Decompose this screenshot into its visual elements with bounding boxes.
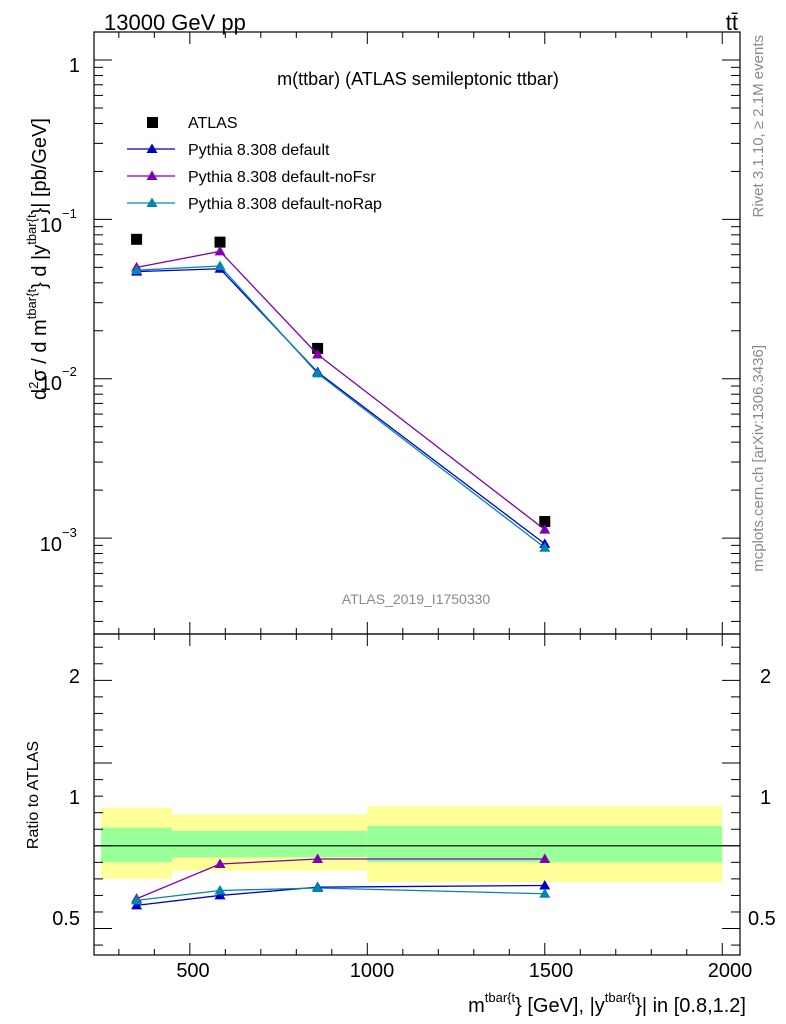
main-series-line-3 xyxy=(136,265,546,549)
main-series-marker-2 xyxy=(312,348,324,359)
ratio-ylabel: Ratio to ATLAS xyxy=(25,741,42,849)
ratio-series-line-1 xyxy=(136,858,545,900)
ratio-ytick-label-2: 2 xyxy=(69,666,80,688)
ratio-series-marker-2 xyxy=(539,888,551,898)
svg-text:10: 10 xyxy=(40,215,62,237)
legend-label-nofsr: Pythia 8.308 default-noFsr xyxy=(188,169,376,186)
legend-label-norap: Pythia 8.308 default-noRap xyxy=(188,196,382,213)
main-series-group xyxy=(131,233,551,552)
atlas-data-point xyxy=(131,233,143,245)
ratio-right-ytick-label-2: 2 xyxy=(760,666,771,688)
ratio-series-marker-2 xyxy=(214,884,226,895)
rivet-version-label: Rivet 3.1.10, ≥ 2.1M events xyxy=(750,35,767,218)
main-ylabel: d2σ / d mtbar{t} d |ytbar{t}| [pb/GeV] xyxy=(24,118,51,400)
ratio-ytick-label-0p5: 0.5 xyxy=(52,908,80,930)
legend-marker-nofsr xyxy=(146,170,158,180)
ratio-plot-frame xyxy=(93,633,741,956)
xtick-label-1000: 1000 xyxy=(350,960,395,982)
ratio-right-ytick-label-0p5: 0.5 xyxy=(748,908,776,930)
ratio-series-line-2 xyxy=(136,887,545,902)
main-ytick-label-0p01: 10 −2 xyxy=(40,364,77,395)
legend-marker-norap xyxy=(146,197,158,207)
ratio-series-marker-1 xyxy=(214,858,226,868)
ratio-band-green xyxy=(101,827,173,863)
main-series-line-2 xyxy=(136,250,546,531)
xtick-label-2000: 2000 xyxy=(708,960,753,982)
main-series-marker-3 xyxy=(131,264,143,275)
main-series-marker-3 xyxy=(312,367,324,378)
ratio-uncertainty-bands xyxy=(101,806,723,883)
ratio-series-marker-2 xyxy=(312,882,324,892)
process-label: tt̄ xyxy=(726,10,738,35)
legend-marker-default xyxy=(146,143,158,153)
main-series-line-1 xyxy=(136,268,546,545)
legend-label-default: Pythia 8.308 default xyxy=(188,142,330,159)
svg-text:−3: −3 xyxy=(62,525,77,540)
svg-text:10: 10 xyxy=(40,534,62,556)
atlas-data-point xyxy=(214,236,226,248)
ratio-series-line-0 xyxy=(136,884,545,907)
ratio-series-marker-2 xyxy=(131,894,143,905)
svg-text:−1: −1 xyxy=(62,206,77,221)
main-series-marker-3 xyxy=(214,260,226,270)
ratio-series-group xyxy=(131,853,551,910)
main-ytick-label-0p001: 10 −3 xyxy=(40,525,77,556)
legend-label-atlas: ATLAS xyxy=(188,115,238,132)
legend-marker-atlas xyxy=(147,117,158,128)
ratio-right-ytick-label-1: 1 xyxy=(760,787,771,809)
ratio-ytick-label-1: 1 xyxy=(69,787,80,809)
xtick-label-1500: 1500 xyxy=(529,960,574,982)
atlas-data-point xyxy=(312,342,324,354)
energy-label: 13000 GeV pp xyxy=(104,10,246,35)
ratio-series-marker-0 xyxy=(214,889,226,900)
source-label: mcplots.cern.ch [arXiv:1306.3436] xyxy=(750,345,767,572)
atlas-data-point xyxy=(539,516,551,528)
legend: ATLAS Pythia 8.308 default Pythia 8.308 … xyxy=(127,115,382,213)
ratio-series-marker-0 xyxy=(131,899,143,910)
ratio-series-marker-1 xyxy=(312,853,324,864)
ratio-band-green xyxy=(172,830,368,858)
chart-title: m(ttbar) (ATLAS semileptonic ttbar) xyxy=(277,69,559,89)
xlabel: mtbar{t} [GeV], |ytbar{t}| in [0.8,1.2] xyxy=(468,990,746,1017)
main-ytick-label-0p1: 10 −1 xyxy=(40,206,77,237)
xtick-label-500: 500 xyxy=(176,960,209,982)
main-series-marker-3 xyxy=(539,542,551,552)
main-series-marker-2 xyxy=(214,245,226,256)
svg-text:−2: −2 xyxy=(62,364,77,379)
main-ytick-label-1: 1 xyxy=(69,55,80,77)
main-series-marker-2 xyxy=(539,524,551,534)
analysis-watermark: ATLAS_2019_I1750330 xyxy=(342,591,491,607)
svg-text:10: 10 xyxy=(40,373,62,395)
ratio-series-marker-1 xyxy=(539,853,551,864)
